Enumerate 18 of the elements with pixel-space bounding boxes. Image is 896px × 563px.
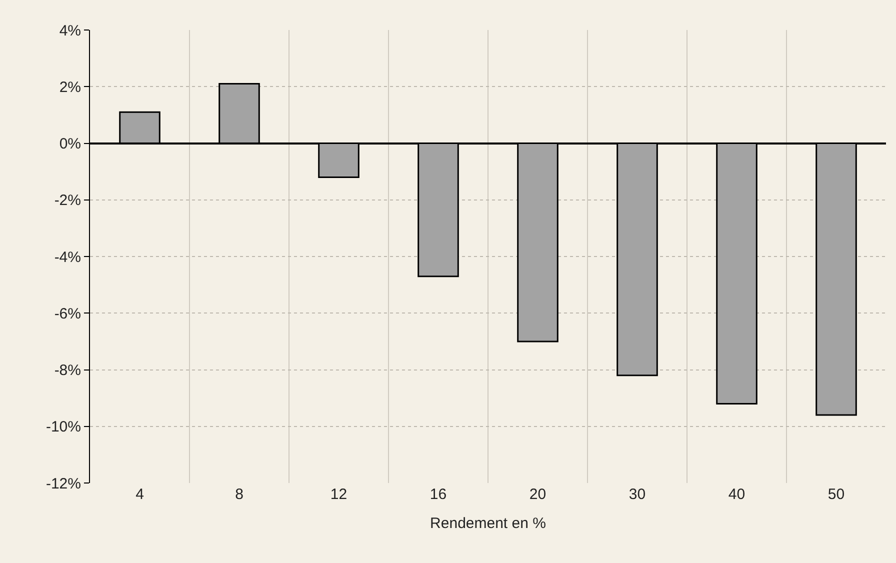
x-tick-label: 12 <box>330 486 348 503</box>
x-tick-label: 30 <box>628 486 646 503</box>
y-tick-label: -2% <box>54 192 81 210</box>
y-tick-label: 2% <box>59 78 81 96</box>
y-tick-label: -8% <box>54 362 81 379</box>
x-tick-label: 8 <box>235 486 244 503</box>
y-tick-label: 0% <box>59 136 81 152</box>
x-tick-label: 16 <box>430 486 447 503</box>
x-axis-title: Rendement en % <box>430 515 546 532</box>
x-tick-label: 40 <box>728 486 746 503</box>
x-tick-label: 4 <box>136 486 144 503</box>
y-tick-label: -6% <box>54 305 81 322</box>
y-tick-label: -4% <box>54 248 81 266</box>
y-tick-label: -12% <box>46 475 81 492</box>
x-tick-label: 20 <box>529 486 546 503</box>
y-tick-label: -10% <box>46 418 81 436</box>
x-tick-label: 50 <box>828 486 845 503</box>
y-tick-label: 4% <box>59 22 81 40</box>
